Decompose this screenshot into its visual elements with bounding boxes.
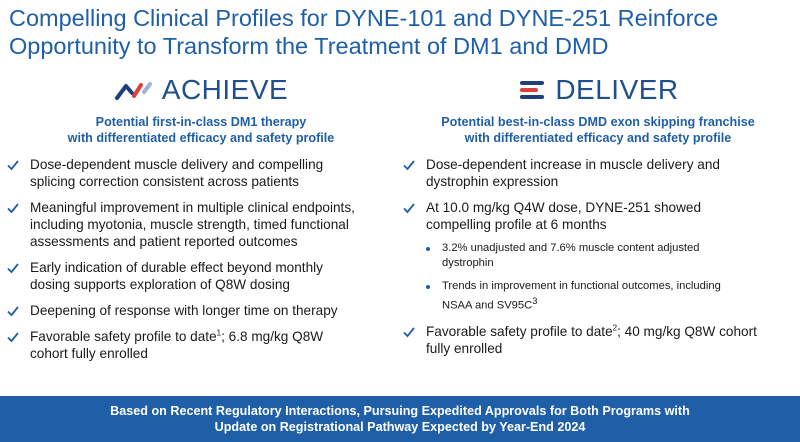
list-item-line: including myotonia, muscle strength, tim… bbox=[30, 217, 349, 232]
list-item-line: fully enrolled bbox=[426, 340, 503, 356]
list-item: At 10.0 mg/kg Q4W dose, DYNE-251 showed … bbox=[402, 199, 794, 233]
achieve-brand-name: ACHIEVE bbox=[161, 74, 289, 105]
check-icon bbox=[7, 263, 19, 274]
achieve-column: ACHIEVE Potential first-in-class DM1 the… bbox=[6, 72, 396, 362]
list-item-line: Meaningful improvement in multiple clini… bbox=[30, 200, 355, 215]
list-item-line: Dose-dependent muscle delivery and compe… bbox=[30, 157, 324, 172]
achieve-subhead-line-1: Potential first-in-class DM1 therapy bbox=[95, 115, 307, 129]
list-item-line: Early indication of durable effect beyon… bbox=[30, 260, 323, 275]
list-item-line: cohort fully enrolled bbox=[30, 346, 148, 361]
sub-list-item-line: 3.2% unadjusted and 7.6% muscle content … bbox=[442, 242, 700, 254]
achieve-subhead: Potential first-in-class DM1 therapy wit… bbox=[6, 114, 396, 146]
check-icon bbox=[403, 160, 415, 171]
list-item: Favorable safety profile to date2; 40 mg… bbox=[402, 323, 794, 357]
list-item-line: At 10.0 mg/kg Q4W dose, DYNE-251 showed bbox=[426, 200, 702, 215]
list-item-line: compelling profile at 6 months bbox=[426, 217, 607, 232]
list-item: Dose-dependent increase in muscle delive… bbox=[402, 156, 794, 190]
list-item-line: dystrophin expression bbox=[426, 174, 559, 189]
deliver-brand-name: DELIVER bbox=[555, 74, 679, 105]
list-item-line: assessments and patient reported outcome… bbox=[30, 234, 298, 249]
sub-list-item-text: NSAA and SV95C bbox=[442, 299, 533, 312]
sub-list-item-line: Trends in improvement in functional outc… bbox=[442, 280, 721, 292]
bottom-banner: Based on Recent Regulatory Interactions,… bbox=[0, 396, 800, 442]
list-item-text: Favorable safety profile to date bbox=[30, 329, 217, 344]
check-icon bbox=[7, 332, 19, 343]
list-item-line: dosing supports exploration of Q8W dosin… bbox=[30, 277, 290, 292]
bullet-icon bbox=[426, 247, 430, 251]
deliver-subhead-line-2: with differentiated efficacy and safety … bbox=[464, 131, 732, 145]
achieve-brand: ACHIEVE bbox=[6, 72, 396, 108]
sub-list-item-line: dystrophin bbox=[442, 257, 494, 269]
list-item-line: Favorable safety profile to date2; 40 mg… bbox=[426, 323, 757, 340]
footnote-ref: 1 bbox=[216, 328, 222, 338]
check-icon bbox=[403, 327, 415, 338]
list-item-text: ; 40 mg/kg Q8W cohort bbox=[617, 323, 757, 339]
achieve-subhead-line-2: with differentiated efficacy and safety … bbox=[67, 131, 335, 145]
sub-list-item: 3.2% unadjusted and 7.6% muscle content … bbox=[426, 241, 794, 271]
check-icon bbox=[7, 160, 19, 171]
list-item-text: Favorable safety profile to date bbox=[426, 323, 613, 339]
list-item: Favorable safety profile to date1; 6.8 m… bbox=[6, 328, 396, 362]
list-item-line: Favorable safety profile to date1; 6.8 m… bbox=[30, 328, 323, 345]
list-item: Meaningful improvement in multiple clini… bbox=[6, 199, 396, 250]
bullet-icon bbox=[426, 285, 430, 289]
list-item-line: Deepening of response with longer time o… bbox=[30, 303, 338, 318]
deliver-subhead: Potential best-in-class DMD exon skippin… bbox=[402, 114, 794, 146]
check-icon bbox=[7, 306, 19, 317]
title-line-1: Compelling Clinical Profiles for DYNE-10… bbox=[9, 5, 719, 31]
banner-line-2: Update on Registrational Pathway Expecte… bbox=[214, 420, 586, 434]
deliver-column: DELIVER Potential best-in-class DMD exon… bbox=[402, 72, 794, 357]
deliver-subhead-line-1: Potential best-in-class DMD exon skippin… bbox=[441, 115, 755, 129]
list-item: Deepening of response with longer time o… bbox=[6, 302, 396, 319]
footnote-ref: 3 bbox=[532, 296, 538, 306]
achieve-list: Dose-dependent muscle delivery and compe… bbox=[6, 156, 396, 362]
deliver-list: Dose-dependent increase in muscle delive… bbox=[402, 156, 794, 357]
check-icon bbox=[403, 203, 415, 214]
footnote-ref: 2 bbox=[612, 323, 618, 333]
list-item-line: Dose-dependent increase in muscle delive… bbox=[426, 157, 720, 172]
list-item: Dose-dependent muscle delivery and compe… bbox=[6, 156, 396, 190]
list-item: Early indication of durable effect beyon… bbox=[6, 259, 396, 293]
slide-title: Compelling Clinical Profiles for DYNE-10… bbox=[9, 4, 789, 60]
list-item-line: splicing correction consistent across pa… bbox=[30, 174, 299, 189]
achieve-logo-icon bbox=[114, 82, 152, 100]
sub-list-item-line: NSAA and SV95C3 bbox=[442, 294, 721, 314]
check-icon bbox=[7, 203, 19, 214]
sub-list-item: Trends in improvement in functional outc… bbox=[426, 279, 794, 314]
banner-line-1: Based on Recent Regulatory Interactions,… bbox=[110, 404, 690, 418]
deliver-brand: DELIVER bbox=[402, 72, 794, 108]
deliver-logo-icon bbox=[520, 81, 545, 99]
title-line-2: Opportunity to Transform the Treatment o… bbox=[9, 33, 609, 59]
list-item-text: ; 6.8 mg/kg Q8W bbox=[221, 329, 324, 344]
